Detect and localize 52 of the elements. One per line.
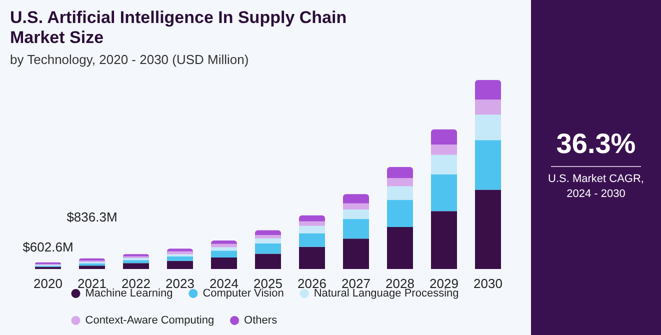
- bar: [255, 243, 281, 254]
- bar: [475, 140, 501, 190]
- bar: [431, 174, 457, 212]
- bar: [343, 203, 369, 210]
- bar: [387, 186, 413, 200]
- bar: [475, 114, 501, 140]
- bar: [475, 80, 501, 100]
- bar: [387, 227, 413, 269]
- bar: [255, 230, 281, 235]
- legend-label: Context-Aware Computing: [85, 314, 214, 326]
- annotation: $602.6M: [22, 239, 74, 254]
- bar: [255, 234, 281, 238]
- legend-label: Others: [244, 314, 278, 326]
- annotation: $836.3M: [66, 209, 118, 224]
- chart-subtitle: by Technology, 2020 - 2030 (USD Million): [10, 52, 249, 67]
- bar: [299, 233, 325, 247]
- bar: [475, 190, 501, 269]
- chart-title: U.S. Artificial Intelligence In Supply Chain Market Size: [10, 8, 348, 48]
- bar: [387, 166, 413, 178]
- bar: [79, 266, 105, 269]
- bar: [211, 250, 237, 258]
- bar: [211, 244, 237, 248]
- text: U.S. Market CAGR, 2024 - 2030: [547, 172, 645, 202]
- bar: [167, 251, 193, 254]
- bar: [431, 154, 457, 174]
- bar: [343, 209, 369, 219]
- x-tick-label: 2020: [34, 276, 62, 291]
- bar: [255, 238, 281, 244]
- bar: [211, 240, 237, 244]
- bar: [343, 238, 369, 269]
- bar: [167, 248, 193, 252]
- bar: [343, 218, 369, 239]
- bar: [299, 215, 325, 222]
- text: 36.3%: [555, 128, 637, 160]
- bar: [343, 194, 369, 204]
- bar: [431, 129, 457, 145]
- bar: [299, 246, 325, 269]
- bar: [431, 211, 457, 269]
- bar: [211, 257, 237, 269]
- bar: [123, 260, 149, 264]
- bar: [475, 100, 501, 115]
- bar: [167, 260, 193, 269]
- bar: [167, 256, 193, 261]
- bar: [123, 263, 149, 269]
- bar: [387, 178, 413, 186]
- bar: [431, 144, 457, 155]
- bar: [387, 200, 413, 228]
- bar: [255, 254, 281, 269]
- bar: [299, 221, 325, 226]
- x-tick-label: 2030: [474, 276, 502, 291]
- legend-label: Natural Language Processing: [314, 288, 459, 300]
- bar: [299, 226, 325, 234]
